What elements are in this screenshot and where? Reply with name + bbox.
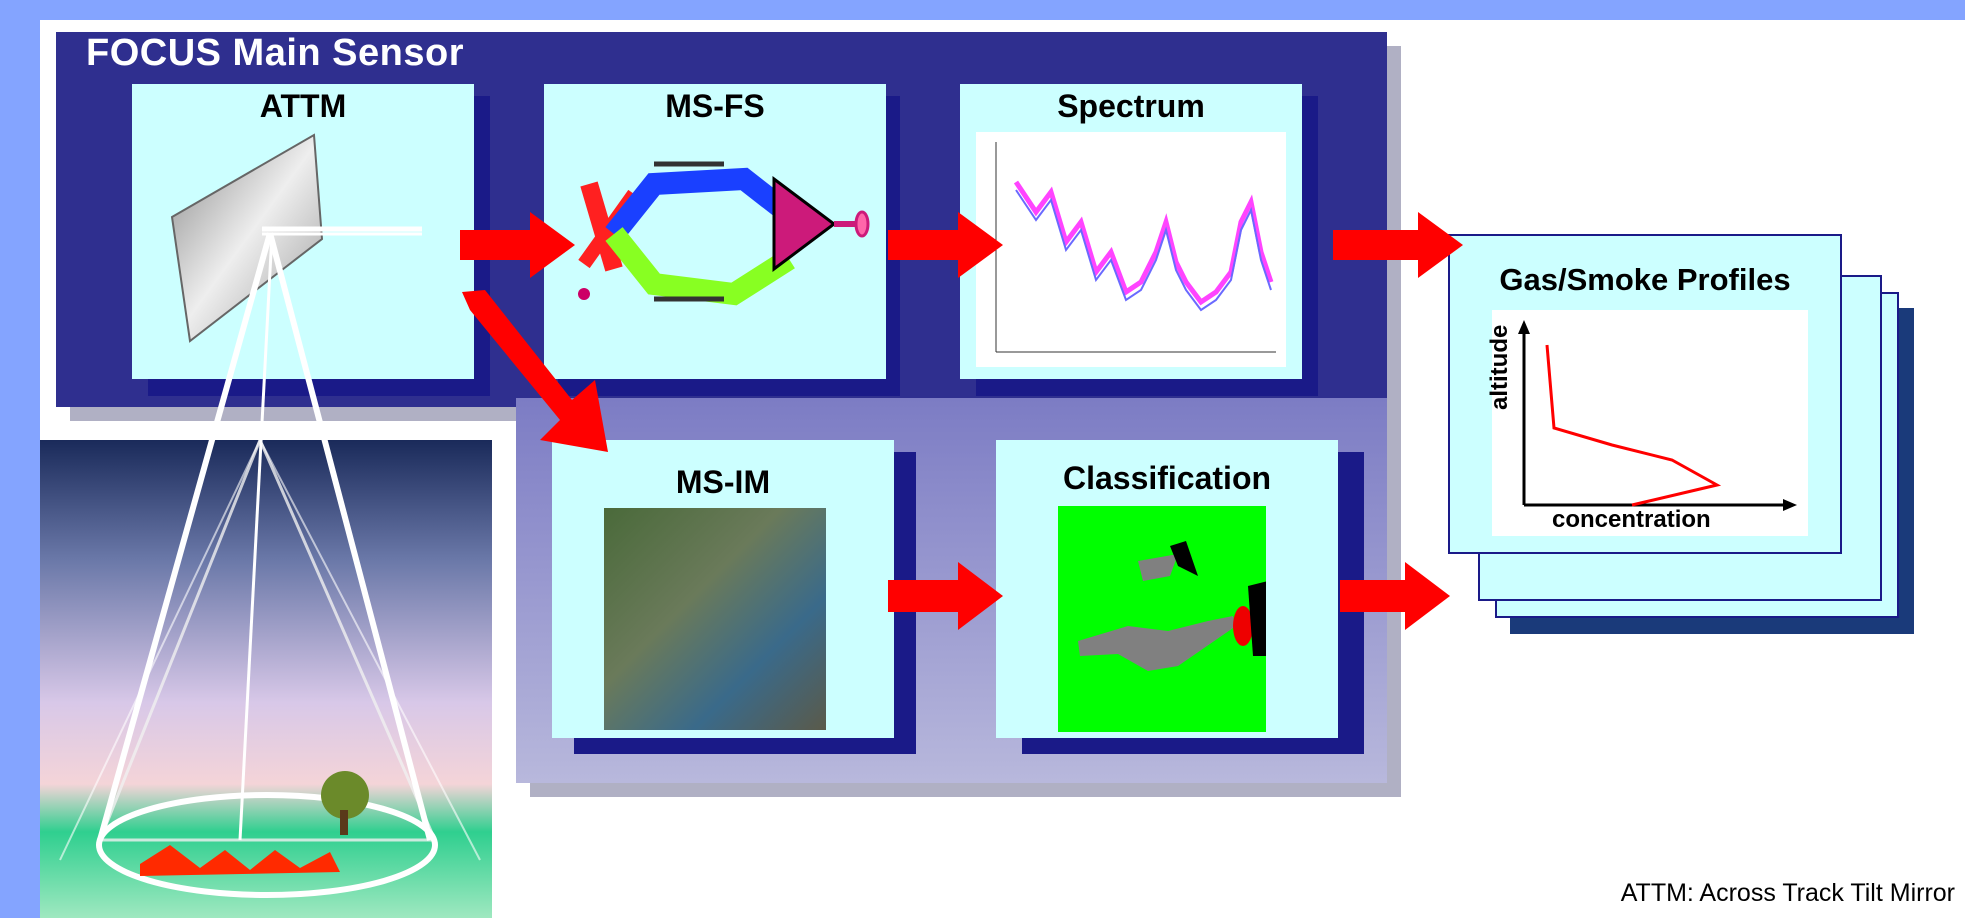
attm-legend: ATTM: Across Track Tilt Mirror: [1621, 879, 1955, 908]
arrow-attm-to-msfs: [460, 212, 575, 278]
arrow-msfs-to-spectrum: [888, 212, 1003, 278]
arrow-classification-to-profiles: [1340, 562, 1450, 630]
arrow-spectrum-to-profiles: [1333, 212, 1463, 278]
arrow-msim-to-classification: [888, 562, 1003, 630]
arrow-attm-to-msim: [462, 290, 608, 452]
